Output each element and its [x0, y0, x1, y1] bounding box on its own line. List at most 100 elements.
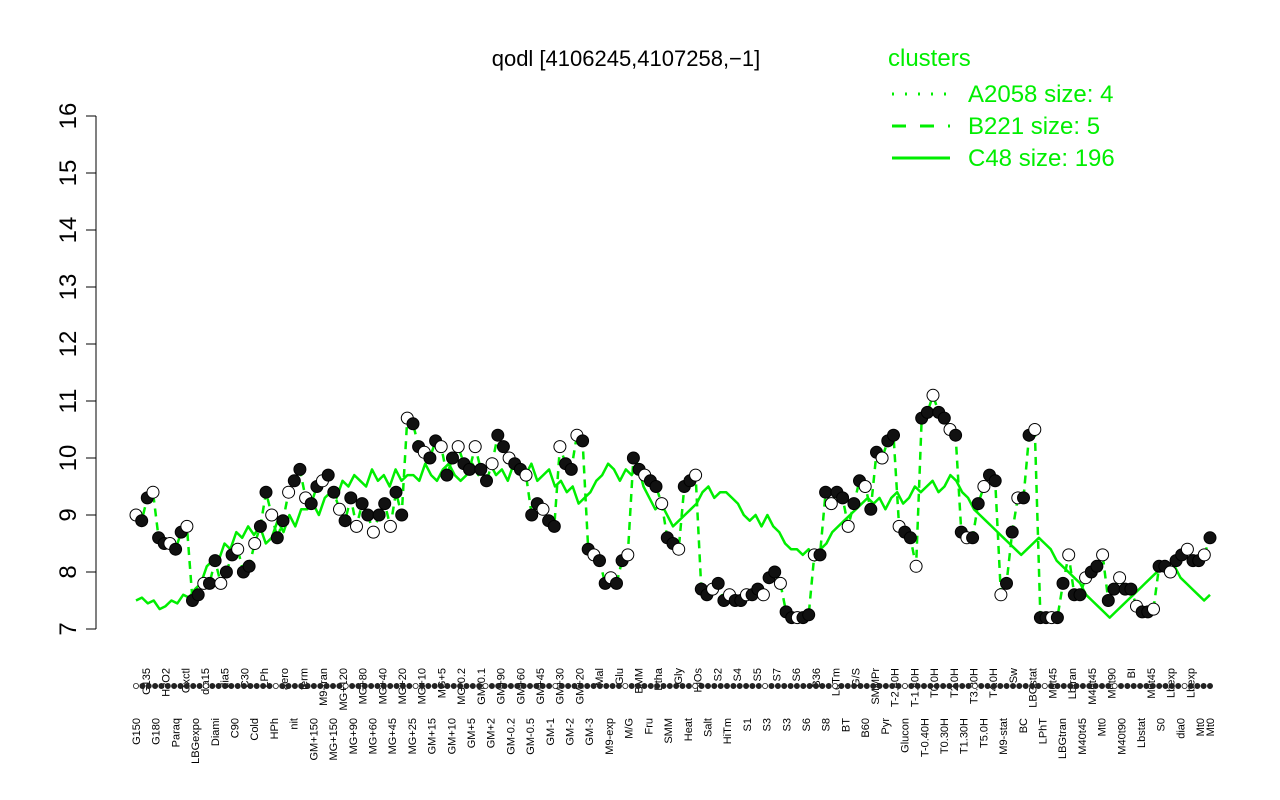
data-point: [525, 508, 539, 522]
x-rug-dot: [577, 683, 584, 690]
x-rug-dot: [450, 683, 457, 690]
x-tick-label: G150: [131, 718, 143, 745]
x-rug-dot: [851, 683, 858, 690]
data-point: [1147, 602, 1160, 616]
x-rug-dot: [743, 683, 750, 690]
x-tick-label: Heat: [683, 718, 695, 741]
y-tick-label: 13: [55, 274, 82, 301]
data-point: [553, 440, 567, 454]
x-rug-dot: [844, 683, 851, 690]
x-rug-dot: [952, 683, 959, 690]
data-point: [344, 491, 358, 505]
x-rug-dot: [685, 683, 692, 690]
data-point: [253, 519, 267, 533]
x-rug-dot: [469, 683, 476, 690]
x-rug-dot: [177, 683, 184, 690]
data-point: [1005, 525, 1019, 539]
x-rug-dot: [978, 683, 985, 690]
data-point: [966, 531, 980, 545]
x-tick-label: Glucon: [900, 718, 912, 753]
data-point: [519, 468, 533, 482]
x-rug-dot: [838, 683, 845, 690]
x-tick-label: LoTm: [831, 668, 843, 696]
data-point: [655, 497, 669, 511]
data-point: [287, 474, 301, 488]
x-rug-dot: [692, 683, 699, 690]
data-point: [626, 451, 640, 465]
x-rug-dot: [825, 683, 832, 690]
data-point: [463, 462, 476, 476]
data-point: [1028, 423, 1042, 436]
x-rug-dot: [1016, 683, 1023, 690]
data-point: [858, 480, 872, 493]
y-tick-label: 14: [55, 217, 82, 244]
x-rug-dot: [596, 683, 603, 690]
data-point: [474, 462, 488, 476]
x-rug-dot: [495, 683, 502, 690]
data-point: [836, 491, 850, 505]
data-point: [773, 576, 787, 590]
x-rug-dot: [323, 683, 330, 690]
x-tick-label: LBGexpo: [190, 718, 202, 764]
x-tick-label: B60: [860, 718, 872, 738]
legend-title: clusters: [888, 45, 971, 72]
x-rug-dot: [279, 683, 286, 690]
x-rug-dot: [1041, 683, 1048, 690]
x-tick-label: G/S: [850, 668, 862, 687]
data-point: [819, 485, 833, 499]
x-tick-label: dia5: [220, 668, 232, 689]
x-rug-dot: [863, 683, 870, 690]
data-point: [491, 428, 505, 442]
x-rug-dot: [533, 683, 540, 690]
data-point: [1062, 548, 1076, 562]
x-rug-dot: [698, 683, 705, 690]
x-tick-label: S6: [801, 718, 813, 731]
x-rug-dot: [673, 683, 680, 690]
x-rug-dot: [1067, 683, 1074, 690]
data-point: [282, 485, 296, 499]
x-rug-dot: [437, 683, 444, 690]
data-point: [610, 576, 623, 590]
series-line-path: [135, 394, 1212, 619]
data-point: [350, 519, 363, 533]
x-rug-dot: [959, 683, 966, 690]
x-rug-dot: [355, 683, 362, 690]
y-tick-label: 15: [55, 160, 82, 187]
x-rug-dot: [298, 683, 305, 690]
x-tick-label: B36: [811, 668, 823, 688]
x-rug-dot: [539, 683, 546, 690]
x-tick-label: GM+150: [308, 718, 320, 761]
x-rug-dot: [819, 683, 826, 690]
x-tick-label: Mt0: [1205, 718, 1217, 736]
x-rug-dot: [1010, 683, 1017, 690]
data-point: [169, 542, 183, 556]
x-rug-dot: [1099, 683, 1106, 690]
x-rug-dot: [209, 683, 216, 690]
x-rug-dot: [768, 683, 775, 690]
x-rug-dot: [221, 683, 228, 690]
data-point: [768, 565, 782, 579]
x-rug-dot: [266, 683, 273, 690]
data-point: [903, 531, 917, 545]
data-point: [1096, 548, 1110, 562]
data-point: [383, 519, 397, 533]
x-rug-dot: [234, 683, 241, 690]
x-tick-label: MG+150: [328, 718, 340, 761]
x-rug-dot: [368, 683, 375, 690]
y-tick-label: 12: [55, 331, 82, 358]
data-point: [276, 514, 290, 528]
data-point: [333, 502, 346, 516]
data-point: [1197, 548, 1211, 562]
x-rug-dot: [705, 683, 712, 690]
x-rug-dot: [1200, 683, 1207, 690]
x-rug-dot: [399, 683, 406, 690]
x-tick-label: Mal: [594, 668, 606, 686]
x-tick-label: T-2.40H: [890, 668, 902, 707]
x-tick-label: Pyr: [880, 718, 892, 735]
x-tick-label: dia0: [1175, 718, 1187, 739]
x-tick-label: H2O2: [161, 668, 173, 697]
x-rug-dot: [1181, 683, 1188, 690]
x-tick-label: MG+90: [348, 718, 360, 754]
x-rug-dot: [380, 683, 387, 690]
y-tick-label: 7: [55, 622, 82, 635]
